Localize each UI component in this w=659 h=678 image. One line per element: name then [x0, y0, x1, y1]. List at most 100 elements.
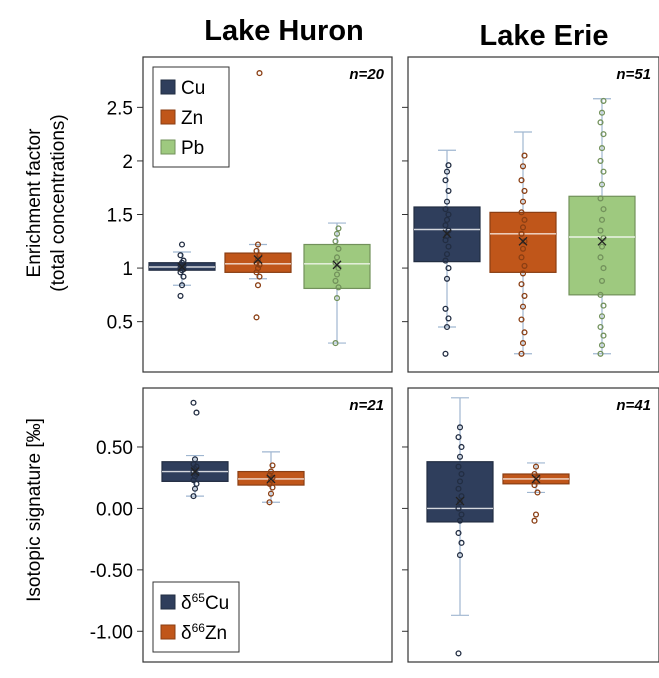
data-point [519, 163, 527, 170]
data-point [456, 424, 464, 431]
data-point [458, 443, 465, 451]
data-point [521, 187, 528, 194]
data-point [519, 224, 527, 231]
data-point [518, 350, 525, 357]
data-point [180, 257, 187, 264]
data-point [193, 409, 200, 416]
data-point [456, 453, 464, 460]
data-point [193, 480, 200, 487]
data-point [597, 195, 604, 202]
data-point [254, 241, 262, 248]
legend-label: Cu [181, 78, 205, 99]
legend-label: δ65Cu [181, 591, 229, 614]
legend-swatch [160, 594, 176, 610]
data-point [598, 243, 606, 250]
data-point [456, 552, 464, 559]
data-point [532, 511, 540, 518]
data-point [456, 499, 464, 506]
data-point [332, 259, 339, 266]
data-point [269, 462, 276, 469]
legend-label: Pb [181, 138, 204, 159]
data-point [456, 478, 464, 485]
mean-marker [455, 496, 465, 506]
data-point [598, 277, 606, 284]
data-point [598, 181, 606, 188]
data-point [335, 284, 342, 291]
data-point [445, 315, 452, 322]
data-point [455, 485, 462, 492]
data-point [600, 302, 607, 309]
data-point [598, 342, 606, 349]
legend-box-bottom [152, 581, 240, 653]
y-tick-label: -1.00 [90, 622, 133, 643]
data-point [256, 70, 263, 77]
data-point [190, 493, 197, 500]
data-point [333, 230, 341, 237]
data-point [597, 350, 604, 357]
data-point [598, 109, 606, 116]
data-point [178, 241, 186, 248]
data-point [333, 295, 341, 302]
data-point [443, 323, 451, 331]
data-point [521, 329, 528, 336]
data-point [443, 251, 451, 258]
top-ylabel-line2: (total concentrations) [48, 114, 69, 291]
data-point [178, 282, 186, 289]
data-point [335, 245, 342, 252]
data-point [518, 281, 525, 288]
data-point [442, 177, 449, 184]
panel-frame-bottom-erie [407, 387, 659, 663]
y-tick-label: 2 [122, 152, 133, 173]
data-point [442, 222, 449, 229]
sample-count-label: n=21 [349, 397, 384, 414]
data-point [458, 511, 465, 518]
data-point [519, 245, 527, 252]
sample-count-label: n=41 [616, 397, 651, 414]
data-point [455, 529, 462, 537]
legend-label: δ66Zn [181, 621, 227, 644]
data-point [180, 273, 187, 280]
data-point [455, 505, 462, 512]
data-point [521, 152, 528, 159]
data-point [600, 332, 607, 339]
data-point [253, 247, 260, 254]
mean-marker [190, 467, 200, 477]
data-point [445, 162, 452, 169]
y-tick-label: 1 [122, 259, 133, 280]
data-point [333, 254, 341, 261]
data-point [521, 216, 528, 223]
mean-marker [597, 236, 607, 246]
data-point [521, 292, 528, 299]
data-point [253, 314, 260, 321]
data-point [519, 270, 527, 277]
y-tick-label: -0.50 [90, 561, 133, 582]
data-point [458, 539, 465, 546]
data-point [519, 303, 527, 310]
top-ylabel-line1: Enrichment factor [24, 128, 45, 278]
legend-swatch [160, 109, 176, 125]
data-point [332, 340, 339, 347]
data-point [597, 119, 604, 126]
data-point [597, 157, 604, 164]
data-point [519, 198, 527, 205]
data-point [455, 434, 462, 441]
data-point [442, 206, 449, 213]
mean-marker [531, 474, 541, 484]
data-point [190, 399, 197, 406]
data-point [335, 225, 342, 232]
data-point [598, 216, 606, 223]
data-point [532, 463, 540, 470]
data-point [267, 468, 275, 475]
mean-marker [442, 229, 452, 239]
data-point [600, 265, 607, 272]
legend-label: Zn [181, 108, 203, 129]
data-point [267, 490, 275, 497]
data-point [443, 275, 451, 282]
data-point [531, 470, 538, 478]
data-point [597, 227, 604, 234]
data-point [598, 145, 606, 152]
data-point [455, 463, 462, 470]
y-tick-label: 0.00 [96, 499, 133, 520]
data-point [445, 243, 452, 250]
